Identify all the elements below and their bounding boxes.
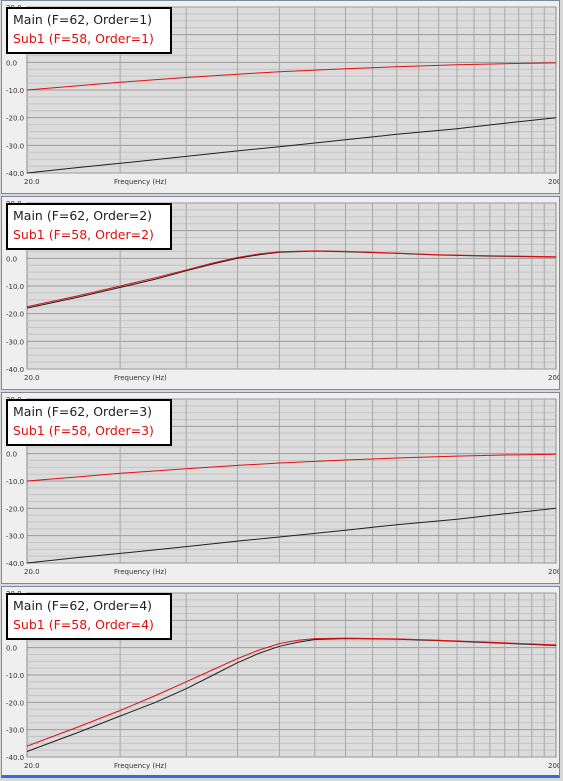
series-line-sub1 — [26, 453, 557, 482]
series-line-main — [26, 117, 557, 174]
y-tick-label: -40.0 — [6, 560, 24, 568]
chart-2-svg: 20.010.00.0-10.0-20.0-30.0-40.020.0200.F… — [6, 200, 563, 382]
x-tick-label: 20.0 — [24, 178, 40, 186]
legend-entry: Sub1 (F=58, Order=4) — [13, 617, 154, 632]
legend-box — [6, 399, 172, 446]
chart-panel-1: 20.010.00.0-10.0-20.0-30.0-40.020.0200.F… — [1, 0, 563, 194]
legend-box — [6, 203, 172, 250]
y-tick-label: -40.0 — [6, 170, 24, 178]
legend-entry: Sub1 (F=58, Order=3) — [13, 423, 154, 438]
chart-1-svg: 20.010.00.0-10.0-20.0-30.0-40.020.0200.F… — [6, 4, 563, 186]
series-line-sub1 — [26, 250, 557, 308]
series-line-sub1 — [26, 637, 557, 747]
x-tick-label: 200. — [548, 762, 559, 770]
y-tick-label: -30.0 — [6, 142, 24, 150]
x-axis-label: Frequency (Hz) — [114, 374, 167, 382]
y-tick-label: -10.0 — [6, 672, 24, 680]
y-tick-label: -20.0 — [6, 311, 24, 319]
chart-panel-4: 20.010.00.0-10.0-20.0-30.0-40.020.0200.F… — [1, 586, 563, 778]
legend-entry: Sub1 (F=58, Order=2) — [13, 227, 154, 242]
y-tick-label: 0.0 — [6, 255, 17, 263]
y-tick-label: -20.0 — [6, 115, 24, 123]
x-tick-label: 200. — [548, 568, 559, 576]
x-axis-label: Frequency (Hz) — [114, 762, 167, 770]
x-tick-label: 20.0 — [24, 762, 40, 770]
x-tick-label: 20.0 — [24, 374, 40, 382]
y-tick-label: -40.0 — [6, 366, 24, 374]
x-tick-label: 200. — [548, 178, 559, 186]
legend-entry: Main (F=62, Order=1) — [13, 12, 152, 27]
legend-entry: Sub1 (F=58, Order=1) — [13, 31, 154, 46]
chart-3-svg: 20.010.00.0-10.0-20.0-30.0-40.020.0200.F… — [6, 396, 563, 576]
legend-entry: Main (F=62, Order=2) — [13, 208, 152, 223]
chart-4-svg: 20.010.00.0-10.0-20.0-30.0-40.020.0200.F… — [6, 590, 563, 770]
y-tick-label: -20.0 — [6, 699, 24, 707]
y-tick-label: -10.0 — [6, 283, 24, 291]
y-tick-label: 0.0 — [6, 645, 17, 653]
y-tick-label: -10.0 — [6, 87, 24, 95]
series-line-sub1 — [26, 62, 557, 91]
y-tick-label: -40.0 — [6, 754, 24, 762]
y-tick-label: -20.0 — [6, 505, 24, 513]
y-tick-label: -30.0 — [6, 727, 24, 735]
x-tick-label: 20.0 — [24, 568, 40, 576]
legend-box — [6, 593, 172, 640]
legend-box — [6, 7, 172, 54]
y-tick-label: -30.0 — [6, 533, 24, 541]
chart-panel-3: 20.010.00.0-10.0-20.0-30.0-40.020.0200.F… — [1, 392, 563, 584]
legend-entry: Main (F=62, Order=3) — [13, 404, 152, 419]
x-axis-label: Frequency (Hz) — [114, 178, 167, 186]
legend-entry: Main (F=62, Order=4) — [13, 598, 152, 613]
y-tick-label: -30.0 — [6, 338, 24, 346]
y-tick-label: 0.0 — [6, 59, 17, 67]
chart-panel-2: 20.010.00.0-10.0-20.0-30.0-40.020.0200.F… — [1, 196, 563, 390]
x-axis-label: Frequency (Hz) — [114, 568, 167, 576]
x-tick-label: 200. — [548, 374, 559, 382]
y-tick-label: -10.0 — [6, 478, 24, 486]
series-line-main — [26, 507, 557, 564]
y-tick-label: 0.0 — [6, 451, 17, 459]
